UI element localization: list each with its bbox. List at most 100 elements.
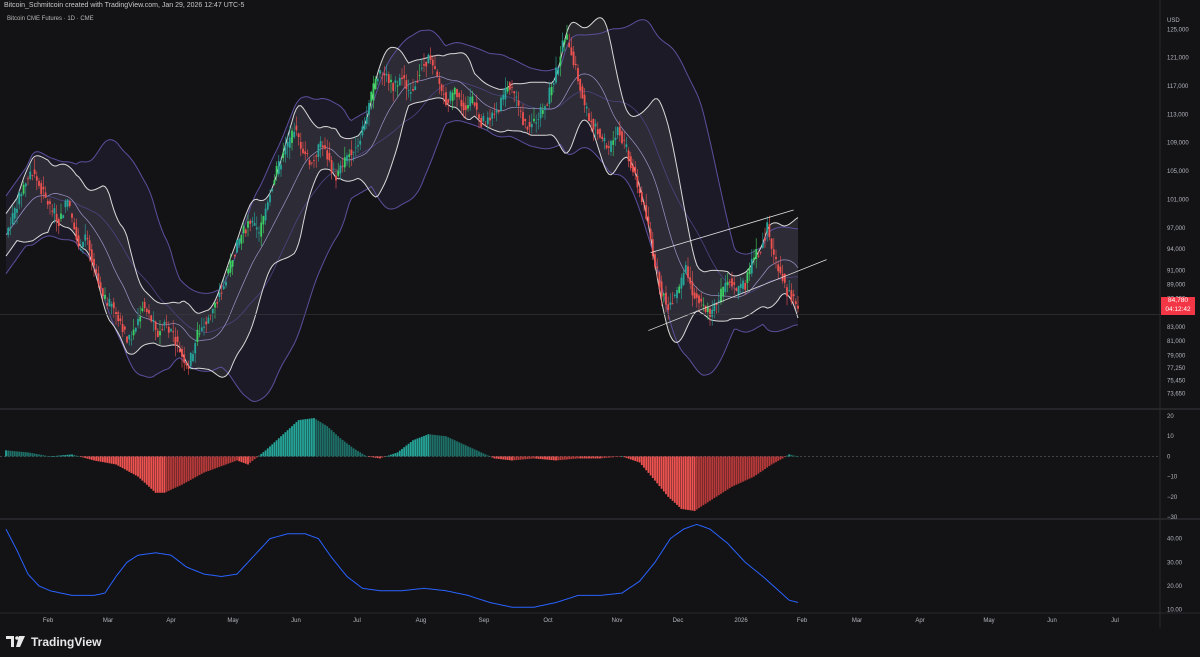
histogram-bar (5, 450, 7, 457)
candle (599, 128, 601, 139)
candle (273, 174, 276, 186)
candle (33, 158, 36, 178)
candle (407, 79, 410, 98)
histogram-bar (379, 456, 381, 459)
candle-body (106, 303, 109, 306)
candle (242, 222, 245, 244)
histogram-bar (242, 456, 245, 463)
candle-body (49, 201, 51, 204)
candle (585, 102, 588, 117)
candle (249, 218, 252, 232)
candle (757, 251, 760, 258)
candle (513, 91, 516, 103)
candle (229, 253, 232, 278)
candle-body (339, 165, 342, 174)
chart-canvas[interactable]: USD 125,000 121,000 117,000 113,000 109,000 10… (0, 0, 1200, 628)
histogram-bar (590, 456, 593, 459)
candle (616, 126, 619, 139)
candle (797, 296, 799, 313)
histogram-bar (577, 456, 579, 459)
candle-body (797, 305, 799, 309)
histogram-bar (638, 456, 641, 463)
candle (174, 327, 177, 357)
candle (423, 53, 425, 73)
candle (44, 186, 47, 199)
histogram-bar (324, 424, 326, 457)
candle (328, 142, 331, 163)
histogram-bar (440, 435, 443, 457)
candle-body (227, 268, 230, 274)
histogram-bar (755, 456, 758, 476)
candle-body (519, 110, 522, 112)
candle (337, 162, 340, 178)
candle (310, 162, 313, 166)
histogram-bar (205, 456, 208, 472)
candle-body (583, 94, 586, 106)
candle (398, 73, 401, 86)
histogram-bar (200, 456, 203, 474)
candle-body (86, 238, 89, 240)
volatility-line (5, 523, 799, 608)
histogram-bar (51, 456, 54, 457)
candle (264, 203, 267, 225)
histogram-bar (475, 450, 478, 457)
candle (53, 202, 56, 224)
time-tick-label: Mar (852, 618, 862, 624)
candle (240, 234, 243, 251)
candle (546, 102, 549, 107)
candle-body (387, 74, 390, 84)
outer-band-basis (5, 81, 798, 333)
histogram-bar (519, 456, 522, 460)
candle (627, 147, 630, 168)
histogram-bar (750, 456, 753, 478)
candle-body (500, 97, 502, 112)
candle (304, 141, 307, 161)
candle (656, 258, 659, 280)
histogram-bar (687, 456, 689, 510)
histogram-bar (563, 456, 566, 460)
histogram-bar (106, 456, 109, 463)
histogram-bar (779, 456, 782, 460)
candle (777, 260, 780, 280)
candle-body (409, 92, 412, 94)
histogram-bar (132, 456, 135, 475)
candle (315, 153, 318, 168)
histogram-bar (330, 430, 333, 457)
candle-body (341, 165, 344, 167)
candle-body (658, 272, 661, 288)
candle (691, 271, 694, 307)
candle-body (599, 128, 601, 138)
candle-body (766, 222, 769, 233)
candle (181, 345, 183, 368)
histogram-bar (394, 453, 397, 457)
candle-body (566, 34, 568, 40)
candle-body (172, 331, 175, 333)
candle-body (788, 290, 791, 292)
candle (579, 78, 582, 99)
candle (97, 265, 100, 289)
histogram-bar (522, 456, 524, 460)
histogram-bar (49, 456, 51, 458)
candle (396, 80, 399, 97)
candle-body (557, 67, 560, 75)
price-tick-label: 109,000 (1167, 141, 1189, 147)
candle-body (614, 137, 617, 141)
candle-body (288, 137, 291, 148)
candle-body (348, 154, 351, 157)
histogram-bar (251, 456, 254, 461)
candle-body (170, 329, 172, 332)
candle-body (709, 308, 711, 317)
candle (436, 69, 439, 78)
candle-body (31, 175, 34, 176)
histogram-bar (46, 456, 49, 457)
price-tick-label: 79,000 (1167, 353, 1186, 359)
candle-body (174, 336, 177, 346)
candle (161, 323, 164, 332)
candle (104, 287, 106, 301)
candle (535, 114, 538, 133)
candle-body (392, 83, 395, 91)
histogram-bar (121, 456, 124, 469)
candle-body (522, 112, 524, 126)
histogram-bar (286, 430, 289, 457)
histogram-bar (409, 442, 412, 457)
